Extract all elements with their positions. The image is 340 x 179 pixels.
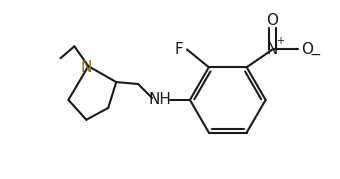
Text: +: + <box>275 37 284 47</box>
Text: −: − <box>310 47 321 61</box>
Text: O: O <box>267 13 278 28</box>
Text: N: N <box>267 42 278 57</box>
Text: NH: NH <box>149 92 171 107</box>
Text: F: F <box>174 42 183 57</box>
Text: N: N <box>81 60 92 75</box>
Text: O: O <box>302 42 313 57</box>
